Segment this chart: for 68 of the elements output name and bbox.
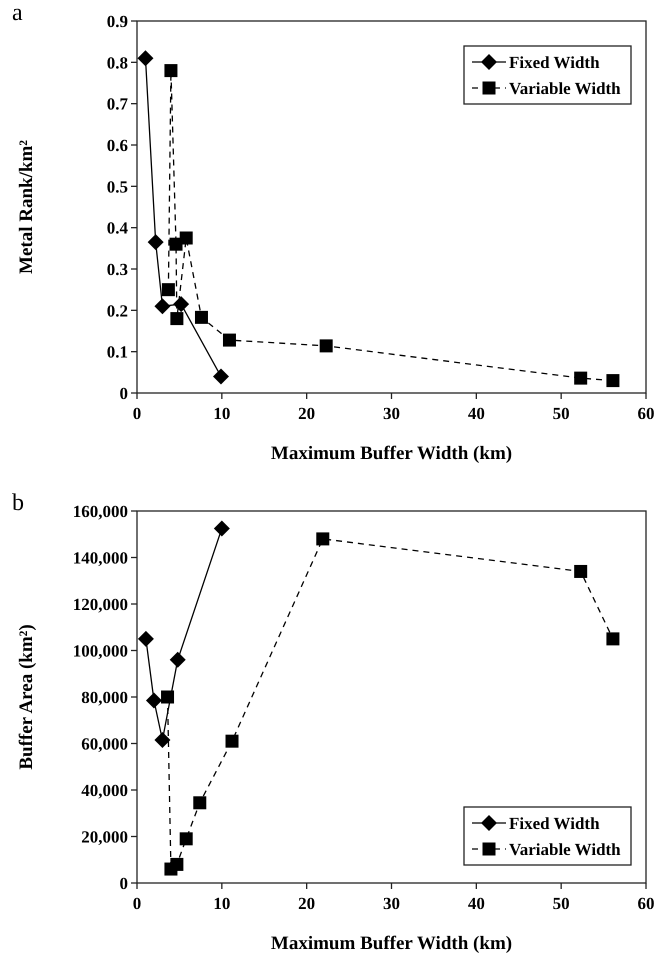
point (574, 564, 588, 578)
x-tick-label: 40 (468, 894, 485, 913)
x-tick-label: 10 (213, 894, 230, 913)
x-tick-label: 0 (132, 894, 142, 913)
y-tick-label: 60,000 (81, 734, 128, 754)
y-tick-label: 0.9 (106, 12, 128, 31)
x-tick-label: 10 (213, 404, 230, 423)
point (214, 520, 230, 536)
y-axis-title: Buffer Area (km²) (16, 624, 37, 770)
x-axis-title: Maximum Buffer Width (km) (270, 443, 512, 464)
point (226, 734, 239, 748)
y-tick-label: 40,000 (81, 781, 128, 800)
y-tick-label: 0.5 (106, 177, 128, 196)
point (194, 310, 208, 324)
point (148, 234, 164, 250)
point (170, 652, 186, 668)
y-tick-label: 100,000 (72, 642, 128, 660)
point (170, 312, 184, 326)
y-tick-label: 0.8 (106, 53, 128, 72)
x-tick-label: 50 (552, 894, 570, 913)
x-tick-label: 30 (383, 404, 400, 423)
x-tick-label: 60 (638, 894, 654, 913)
y-tick-label: 0.7 (106, 94, 128, 114)
x-tick-label: 40 (468, 404, 485, 423)
legend-label: Fixed Width (509, 53, 600, 72)
point (180, 232, 193, 244)
x-tick-label: 50 (552, 404, 570, 423)
y-tick-label: 0.1 (106, 342, 128, 362)
y-tick-label: 20,000 (81, 828, 128, 846)
point (222, 334, 236, 347)
y-axis-title: Metal Rank/km² (16, 140, 37, 274)
y-tick-label: 0.4 (106, 218, 128, 238)
point (316, 532, 330, 546)
x-axis-title: Maximum Buffer Width (km) (270, 933, 512, 954)
y-tick-label: 140,000 (72, 548, 128, 568)
point (161, 690, 174, 704)
point (154, 298, 170, 314)
y-tick-label: 0.3 (106, 260, 128, 279)
chart-title: a (12, 0, 23, 26)
y-tick-label: 120,000 (72, 595, 128, 614)
point (606, 374, 620, 388)
x-tick-label: 20 (298, 404, 316, 423)
y-tick-label: 0 (120, 874, 128, 893)
legend-label: Variable Width (509, 840, 622, 859)
legend-label: Fixed Width (509, 814, 600, 833)
point (212, 368, 229, 384)
point (138, 630, 154, 647)
y-tick-label: 0.2 (106, 301, 128, 320)
x-tick-label: 60 (638, 404, 654, 423)
y-tick-label: 80,000 (81, 688, 128, 707)
y-tick-label: 0 (120, 384, 128, 403)
point (162, 283, 175, 296)
point (320, 339, 333, 352)
y-tick-label: 0.6 (106, 136, 128, 155)
chart-title: b (12, 490, 24, 516)
point (606, 632, 620, 646)
point (574, 372, 588, 385)
point (164, 64, 178, 78)
point (146, 692, 162, 708)
point (137, 50, 154, 66)
legend-label: Variable Width (509, 79, 622, 98)
y-tick-label: 160,000 (72, 502, 128, 521)
x-tick-label: 30 (383, 894, 400, 913)
x-tick-label: 20 (298, 894, 316, 913)
point (154, 732, 170, 748)
x-tick-label: 0 (132, 404, 142, 423)
point (193, 796, 206, 810)
point (180, 832, 193, 846)
